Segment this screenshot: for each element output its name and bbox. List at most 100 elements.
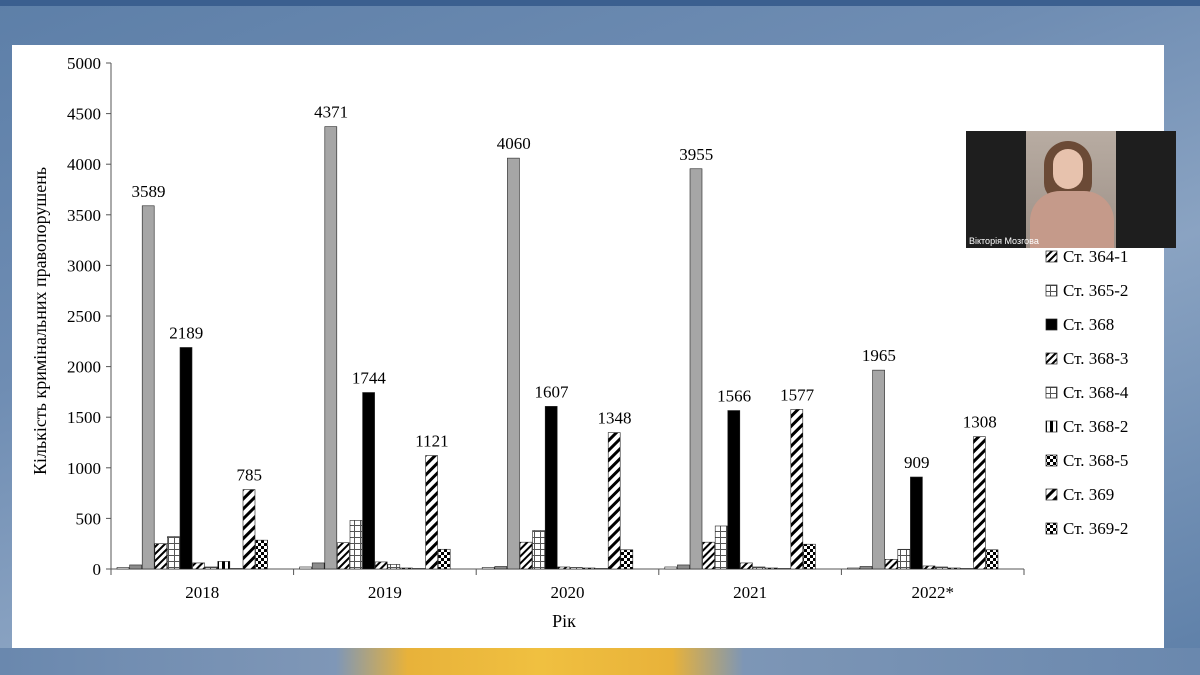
legend-entry: Ст. 368-5: [1063, 451, 1128, 470]
desktop-wallpaper-strip: [0, 648, 1200, 675]
data-label: 2189: [169, 323, 203, 342]
bar: [412, 568, 426, 570]
x-tick-label: 2021: [733, 583, 767, 602]
bar: [337, 542, 350, 570]
chart-data-labels: 3589 4371 4060 3955 1965 2189 1744 1607 1566 909 7…: [132, 103, 997, 485]
bar: [847, 567, 860, 570]
participant-hoodie: [1030, 191, 1114, 248]
legend-entry: Ст. 369: [1063, 485, 1114, 504]
bar: [803, 543, 816, 570]
legend-entry: Ст. 364-1: [1063, 247, 1128, 266]
chart-axes: 0 500 1000 1500 2000 2500 3000 3500 4000 4500 5000…: [67, 54, 1025, 602]
bar: [544, 406, 558, 570]
participant-face: [1053, 149, 1083, 189]
y-tick-label: 3000: [67, 256, 101, 275]
bar: [985, 549, 999, 570]
chart-legend: Ст. 364-1 Ст. 365-2 Ст. 368 Ст. 368-3 Ст. 36…: [1045, 247, 1129, 538]
legend-swatch: [1045, 420, 1058, 433]
bar: [607, 432, 621, 570]
data-label: 1566: [717, 387, 751, 406]
y-tick-label: 3500: [67, 206, 101, 225]
bar: [387, 564, 401, 570]
bar: [884, 559, 898, 570]
x-tick-label: 2020: [551, 583, 585, 602]
bar: [910, 476, 923, 570]
legend-entry: Ст. 365-2: [1063, 281, 1128, 300]
bar: [519, 541, 533, 570]
y-tick-label: 1500: [67, 408, 101, 427]
bar: [129, 564, 142, 570]
bar: [116, 567, 130, 570]
bar: [872, 369, 885, 570]
bar: [204, 566, 218, 570]
bar: [494, 566, 508, 570]
bar: [557, 566, 571, 570]
data-label: 1965: [862, 346, 896, 365]
data-label: 909: [904, 453, 930, 472]
bar: [242, 489, 256, 570]
bar: [400, 567, 413, 570]
x-tick-label: 2022*: [911, 583, 954, 602]
x-tick-label: 2018: [185, 583, 219, 602]
bar: [677, 564, 690, 570]
bar: [752, 566, 766, 570]
bar: [595, 568, 608, 570]
bar: [947, 567, 961, 570]
bar: [790, 409, 804, 570]
y-tick-label: 2500: [67, 307, 101, 326]
y-axis-title: Кількість кримінальних правопорушень: [30, 167, 50, 475]
legend-swatch: [1045, 250, 1058, 263]
bar: [532, 530, 545, 570]
legend-swatch: [1045, 522, 1058, 535]
bar: [620, 549, 634, 570]
bar: [299, 566, 312, 570]
bar: [973, 436, 986, 570]
legend-swatch: [1045, 454, 1058, 467]
chart-bars: [116, 126, 999, 570]
y-tick-label: 0: [93, 560, 102, 579]
data-label: 785: [237, 466, 263, 485]
bar: [897, 548, 911, 570]
y-tick-label: 5000: [67, 54, 101, 73]
bar: [765, 567, 778, 570]
bar: [230, 568, 243, 570]
data-label: 1348: [598, 409, 632, 428]
bar: [689, 168, 703, 570]
bar: [922, 565, 936, 570]
bar: [154, 543, 168, 570]
data-label: 1308: [963, 413, 997, 432]
bar: [311, 562, 325, 570]
bar-chart: 0 500 1000 1500 2000 2500 3000 3500 4000 4500 5000…: [30, 54, 1129, 631]
bar: [507, 157, 520, 570]
bar: [425, 455, 438, 570]
bar: [167, 536, 180, 570]
participant-video-tile[interactable]: Вікторія Мозгова: [966, 131, 1176, 248]
top-bar: [0, 0, 1200, 6]
bar: [859, 566, 873, 570]
legend-entry: Ст. 368-3: [1063, 349, 1128, 368]
x-tick-label: 2019: [368, 583, 402, 602]
bar: [740, 562, 753, 570]
x-axis-title: Рік: [552, 611, 576, 631]
legend-entry: Ст. 368-2: [1063, 417, 1128, 436]
data-label: 1607: [535, 382, 570, 401]
legend-swatch: [1045, 488, 1058, 501]
y-tick-label: 1000: [67, 459, 101, 478]
bar: [664, 566, 678, 570]
bar: [777, 568, 791, 570]
legend-swatch: [1045, 284, 1058, 297]
bar: [582, 567, 596, 570]
bar: [374, 561, 388, 570]
bar: [179, 347, 193, 570]
data-label: 3589: [132, 182, 166, 201]
bar: [570, 567, 583, 570]
bar: [192, 562, 205, 570]
bar: [324, 126, 338, 570]
participant-name-label: Вікторія Мозгова: [969, 236, 1039, 246]
data-label: 1744: [352, 369, 387, 388]
data-label: 1577: [780, 385, 815, 404]
bar: [362, 392, 375, 570]
bar: [349, 520, 363, 570]
data-label: 4060: [497, 134, 531, 153]
bar: [437, 548, 451, 570]
